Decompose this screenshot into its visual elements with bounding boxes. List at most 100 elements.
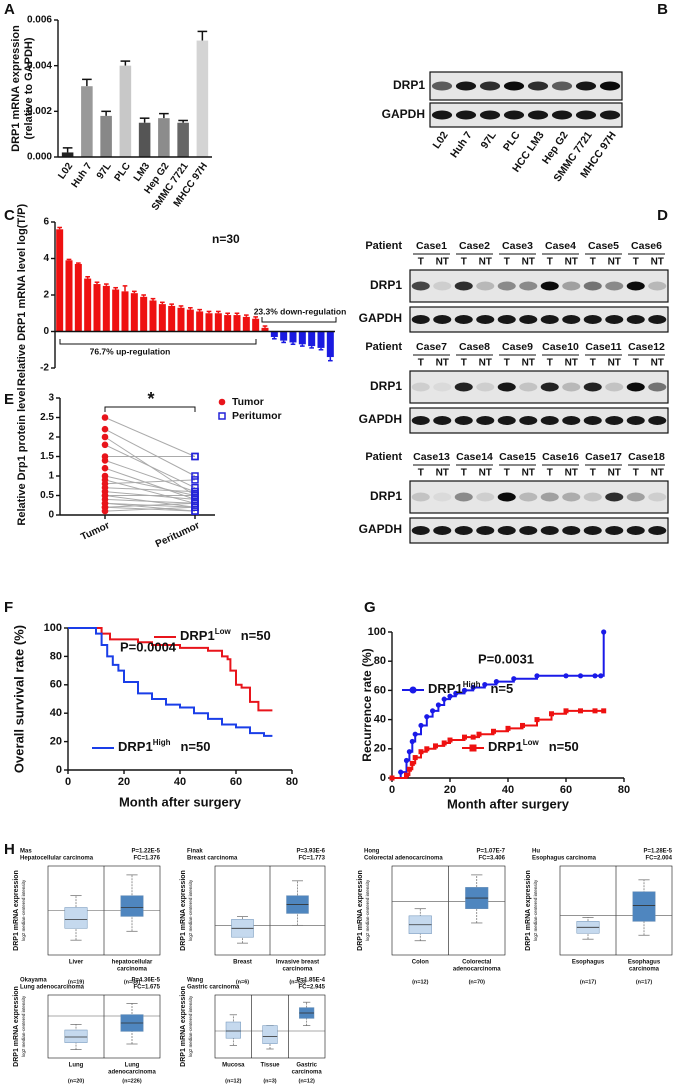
point bbox=[101, 441, 109, 449]
point bbox=[549, 711, 554, 717]
case-label: Case11 bbox=[585, 341, 621, 353]
point bbox=[592, 708, 598, 714]
y-tick-label: 2.5 bbox=[40, 412, 54, 423]
point bbox=[406, 749, 412, 755]
case-label: Case12 bbox=[628, 341, 665, 353]
lane-label: NT bbox=[436, 468, 449, 479]
point bbox=[577, 673, 584, 679]
row-header: Patient bbox=[365, 451, 402, 463]
category-label: Breast bbox=[233, 960, 252, 966]
blot-band bbox=[648, 526, 667, 535]
row-label: DRP1 bbox=[370, 379, 402, 393]
bar bbox=[168, 305, 176, 332]
category-label: Gastric bbox=[296, 1063, 317, 1069]
annotation: 23.3% down-regulation bbox=[254, 306, 347, 316]
bar bbox=[214, 313, 222, 332]
legend-marker bbox=[409, 686, 417, 694]
lane-label: NT bbox=[608, 257, 621, 268]
category-label: carcinoma bbox=[117, 967, 148, 973]
category-label: Esophagus bbox=[628, 960, 661, 966]
point bbox=[447, 693, 453, 699]
blot-band bbox=[455, 110, 477, 120]
box bbox=[120, 895, 144, 917]
point bbox=[511, 676, 517, 682]
bracket bbox=[261, 317, 337, 323]
lane-label: NT bbox=[479, 257, 492, 268]
case-label: Case6 bbox=[631, 240, 662, 252]
point bbox=[433, 743, 438, 749]
point bbox=[101, 425, 109, 433]
point bbox=[191, 491, 199, 500]
blot-band bbox=[562, 416, 581, 425]
annotation: P=0.0004 bbox=[120, 639, 177, 654]
blot-band bbox=[519, 416, 538, 425]
y-axis-sublabel: log2 median-centered intensity bbox=[188, 879, 193, 941]
lane-label: T bbox=[590, 468, 596, 479]
panel-label: B bbox=[657, 1, 668, 18]
case-label: Case17 bbox=[585, 451, 622, 463]
point bbox=[418, 722, 424, 729]
blot-band bbox=[476, 492, 495, 502]
point bbox=[491, 728, 496, 734]
lane-label: T bbox=[461, 257, 467, 268]
blot-band bbox=[497, 315, 516, 324]
box-title: Wang bbox=[187, 978, 203, 984]
y-axis-sublabel: log2 median-centered intensity bbox=[533, 879, 538, 941]
y-tick-label: 0.004 bbox=[27, 60, 52, 71]
x-tick-label: 40 bbox=[174, 776, 186, 788]
blot-strip bbox=[409, 517, 669, 544]
point bbox=[412, 755, 418, 761]
blot-band bbox=[648, 315, 667, 324]
y-tick-label: 0 bbox=[48, 510, 54, 521]
box-subtitle: Breast carcinoma bbox=[187, 856, 238, 862]
bar bbox=[149, 300, 157, 332]
blot-band bbox=[605, 526, 624, 535]
blot-band bbox=[454, 382, 473, 392]
lane-label: T bbox=[461, 468, 467, 479]
series-n: n=50 bbox=[549, 739, 579, 754]
lane-label: T bbox=[547, 468, 553, 479]
p-value: P=1.07E-7 bbox=[476, 849, 505, 855]
panel-label: D bbox=[657, 207, 668, 224]
y-tick-label: 0.006 bbox=[27, 15, 52, 26]
n-label: (n=12) bbox=[225, 1078, 242, 1084]
point bbox=[412, 731, 418, 737]
y-tick-label: 1.5 bbox=[40, 451, 54, 462]
blot-band bbox=[476, 526, 495, 535]
blot-band bbox=[433, 526, 452, 535]
box-subtitle: Gastric carcinoma bbox=[187, 985, 240, 991]
y-axis-sublabel: log2 median-centered intensity bbox=[21, 995, 26, 1057]
bar bbox=[140, 296, 148, 332]
point bbox=[101, 433, 109, 441]
blot-band bbox=[411, 526, 430, 535]
x-tick-label: 20 bbox=[118, 776, 130, 788]
series-name: DRP1 bbox=[428, 681, 463, 696]
blot-band bbox=[540, 492, 559, 502]
bar bbox=[308, 331, 316, 347]
box bbox=[64, 1029, 88, 1043]
lane-label: T bbox=[590, 257, 596, 268]
point bbox=[191, 495, 199, 504]
case-label: Case7 bbox=[416, 341, 447, 353]
pair-line bbox=[104, 475, 196, 496]
blot-band bbox=[454, 281, 473, 291]
pair-line bbox=[104, 428, 196, 477]
panel-label: C bbox=[4, 207, 15, 224]
y-tick-label: 20 bbox=[374, 743, 386, 755]
bar bbox=[177, 122, 189, 157]
y-axis-sublabel: log2 median-centered intensity bbox=[365, 879, 370, 941]
point bbox=[598, 673, 604, 679]
bar bbox=[61, 152, 74, 157]
x-tick-label: 97L bbox=[95, 161, 114, 181]
bar bbox=[326, 331, 334, 358]
point bbox=[404, 772, 409, 778]
pair-line bbox=[104, 487, 196, 493]
category-label: Liver bbox=[69, 960, 84, 966]
y-axis-label: Overall survival rate (%) bbox=[11, 625, 26, 773]
bar bbox=[93, 284, 101, 332]
point bbox=[563, 708, 569, 714]
blot-band bbox=[540, 281, 559, 291]
fold-change: FC=3.406 bbox=[478, 856, 505, 862]
box-subtitle: Esophagus carcinoma bbox=[532, 856, 597, 862]
